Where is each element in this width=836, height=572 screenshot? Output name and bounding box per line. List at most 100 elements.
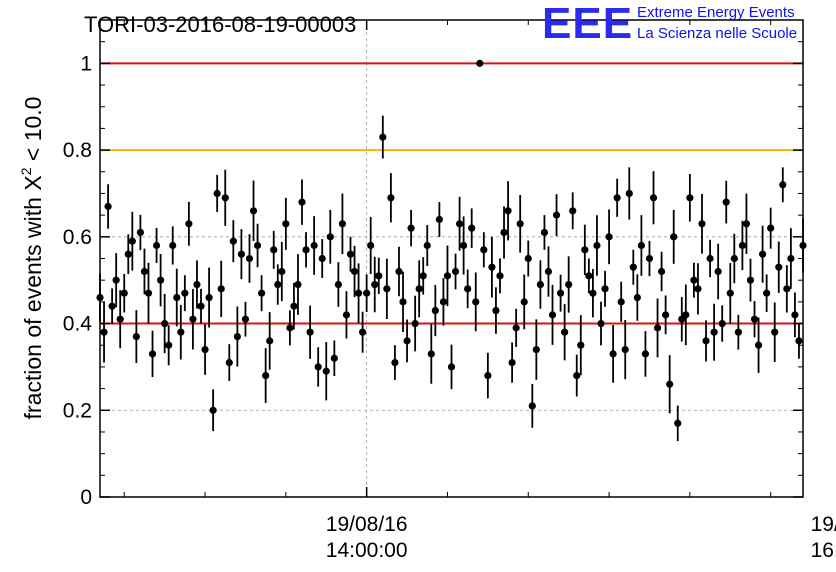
data-point (230, 238, 237, 245)
data-point (468, 225, 475, 232)
data-point (403, 337, 410, 344)
data-point (278, 268, 285, 275)
data-point (306, 329, 313, 336)
data-point (165, 342, 172, 349)
logo-mark: EEE (542, 0, 633, 48)
data-point (545, 268, 552, 275)
data-point (218, 285, 225, 292)
data-point (274, 281, 281, 288)
data-point (492, 307, 499, 314)
data-point (452, 268, 459, 275)
data-point (549, 311, 556, 318)
data-point (618, 298, 625, 305)
data-point (553, 212, 560, 219)
data-point (286, 324, 293, 331)
data-point (593, 242, 600, 249)
data-point (480, 246, 487, 253)
data-point (630, 264, 637, 271)
data-point (509, 359, 516, 366)
x-tick-label-time: 16:00:00 (811, 539, 836, 562)
data-point (436, 216, 443, 223)
data-point (214, 190, 221, 197)
data-point (250, 207, 257, 214)
data-point (731, 255, 738, 262)
data-point (795, 337, 802, 344)
data-point (315, 363, 322, 370)
y-axis-label-suffix: < 10.0 (20, 97, 46, 168)
data-point (104, 203, 111, 210)
data-point (238, 251, 245, 258)
chart-canvas: 00.20.40.60.8119/08/1614:00:0019/08/1616… (0, 0, 836, 572)
y-tick-label: 0.4 (63, 313, 93, 336)
data-point (727, 290, 734, 297)
data-point (335, 281, 342, 288)
data-point (323, 368, 330, 375)
data-point (488, 264, 495, 271)
logo: EEE Extreme Energy Events La Scienza nel… (542, 0, 797, 48)
data-point (302, 246, 309, 253)
data-point (504, 207, 511, 214)
data-point (670, 233, 677, 240)
data-point (210, 407, 217, 414)
y-tick-label: 0.6 (63, 226, 92, 249)
data-point (290, 303, 297, 310)
data-point (775, 264, 782, 271)
data-point (464, 285, 471, 292)
data-point (476, 60, 483, 67)
data-point (500, 229, 507, 236)
y-tick-label: 0.2 (63, 399, 92, 422)
data-point (379, 133, 386, 140)
data-point (161, 320, 168, 327)
data-point (646, 255, 653, 262)
data-point (416, 285, 423, 292)
data-point (391, 359, 398, 366)
data-point (428, 350, 435, 357)
data-point (226, 359, 233, 366)
data-point (141, 268, 148, 275)
data-point (347, 251, 354, 258)
data-point (642, 350, 649, 357)
data-point (573, 372, 580, 379)
y-tick-label: 1 (80, 52, 92, 75)
data-point (472, 298, 479, 305)
data-point (412, 320, 419, 327)
data-point (189, 316, 196, 323)
data-point (783, 285, 790, 292)
data-point (246, 255, 253, 262)
data-point (270, 246, 277, 253)
data-point (100, 329, 107, 336)
data-point (234, 333, 241, 340)
data-point (634, 294, 641, 301)
data-point (109, 303, 116, 310)
data-point (222, 194, 229, 201)
data-point (638, 242, 645, 249)
data-point (694, 285, 701, 292)
data-point (719, 320, 726, 327)
data-point (262, 372, 269, 379)
data-point (581, 246, 588, 253)
data-point (129, 238, 136, 245)
y-axis-label-sup: 2 (18, 167, 34, 175)
data-point (201, 346, 208, 353)
data-point (137, 229, 144, 236)
x-tick-label-date: 19/08/16 (326, 513, 408, 536)
data-point (157, 277, 164, 284)
data-point (747, 277, 754, 284)
data-point (610, 350, 617, 357)
data-point (173, 294, 180, 301)
data-point (735, 329, 742, 336)
data-point (294, 281, 301, 288)
data-point (541, 229, 548, 236)
x-tick-label-time: 14:00:00 (326, 539, 408, 562)
data-point (674, 420, 681, 427)
data-point (311, 242, 318, 249)
y-tick-label: 0 (80, 486, 92, 509)
data-point (456, 220, 463, 227)
data-point (117, 316, 124, 323)
data-point (662, 311, 669, 318)
data-point (254, 242, 261, 249)
data-point (702, 337, 709, 344)
data-point (185, 220, 192, 227)
data-point (723, 199, 730, 206)
data-point (751, 316, 758, 323)
